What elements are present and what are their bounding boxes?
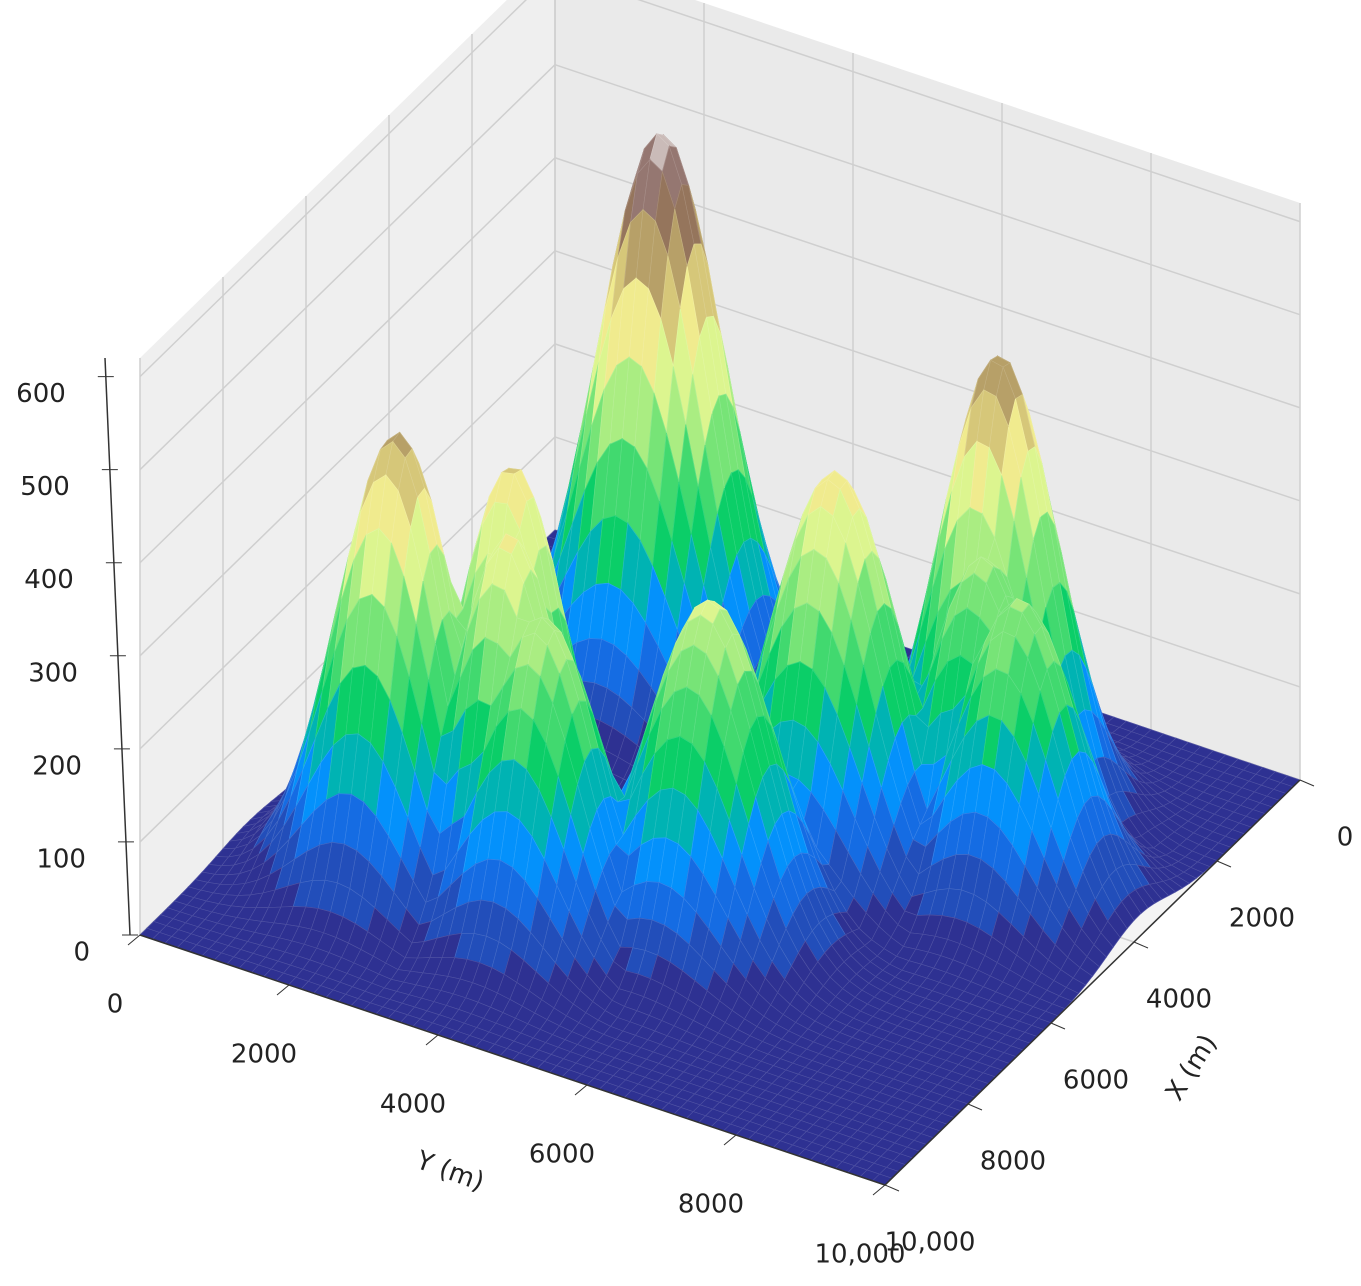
grid-line <box>139 0 527 378</box>
grid-line <box>554 63 1301 316</box>
grid-line <box>139 250 556 657</box>
grid-line <box>139 64 556 471</box>
surface <box>139 133 1301 1186</box>
grid-line <box>139 343 556 750</box>
pane-left <box>140 0 555 935</box>
grid-line <box>139 157 556 564</box>
grid-line <box>637 0 1301 223</box>
